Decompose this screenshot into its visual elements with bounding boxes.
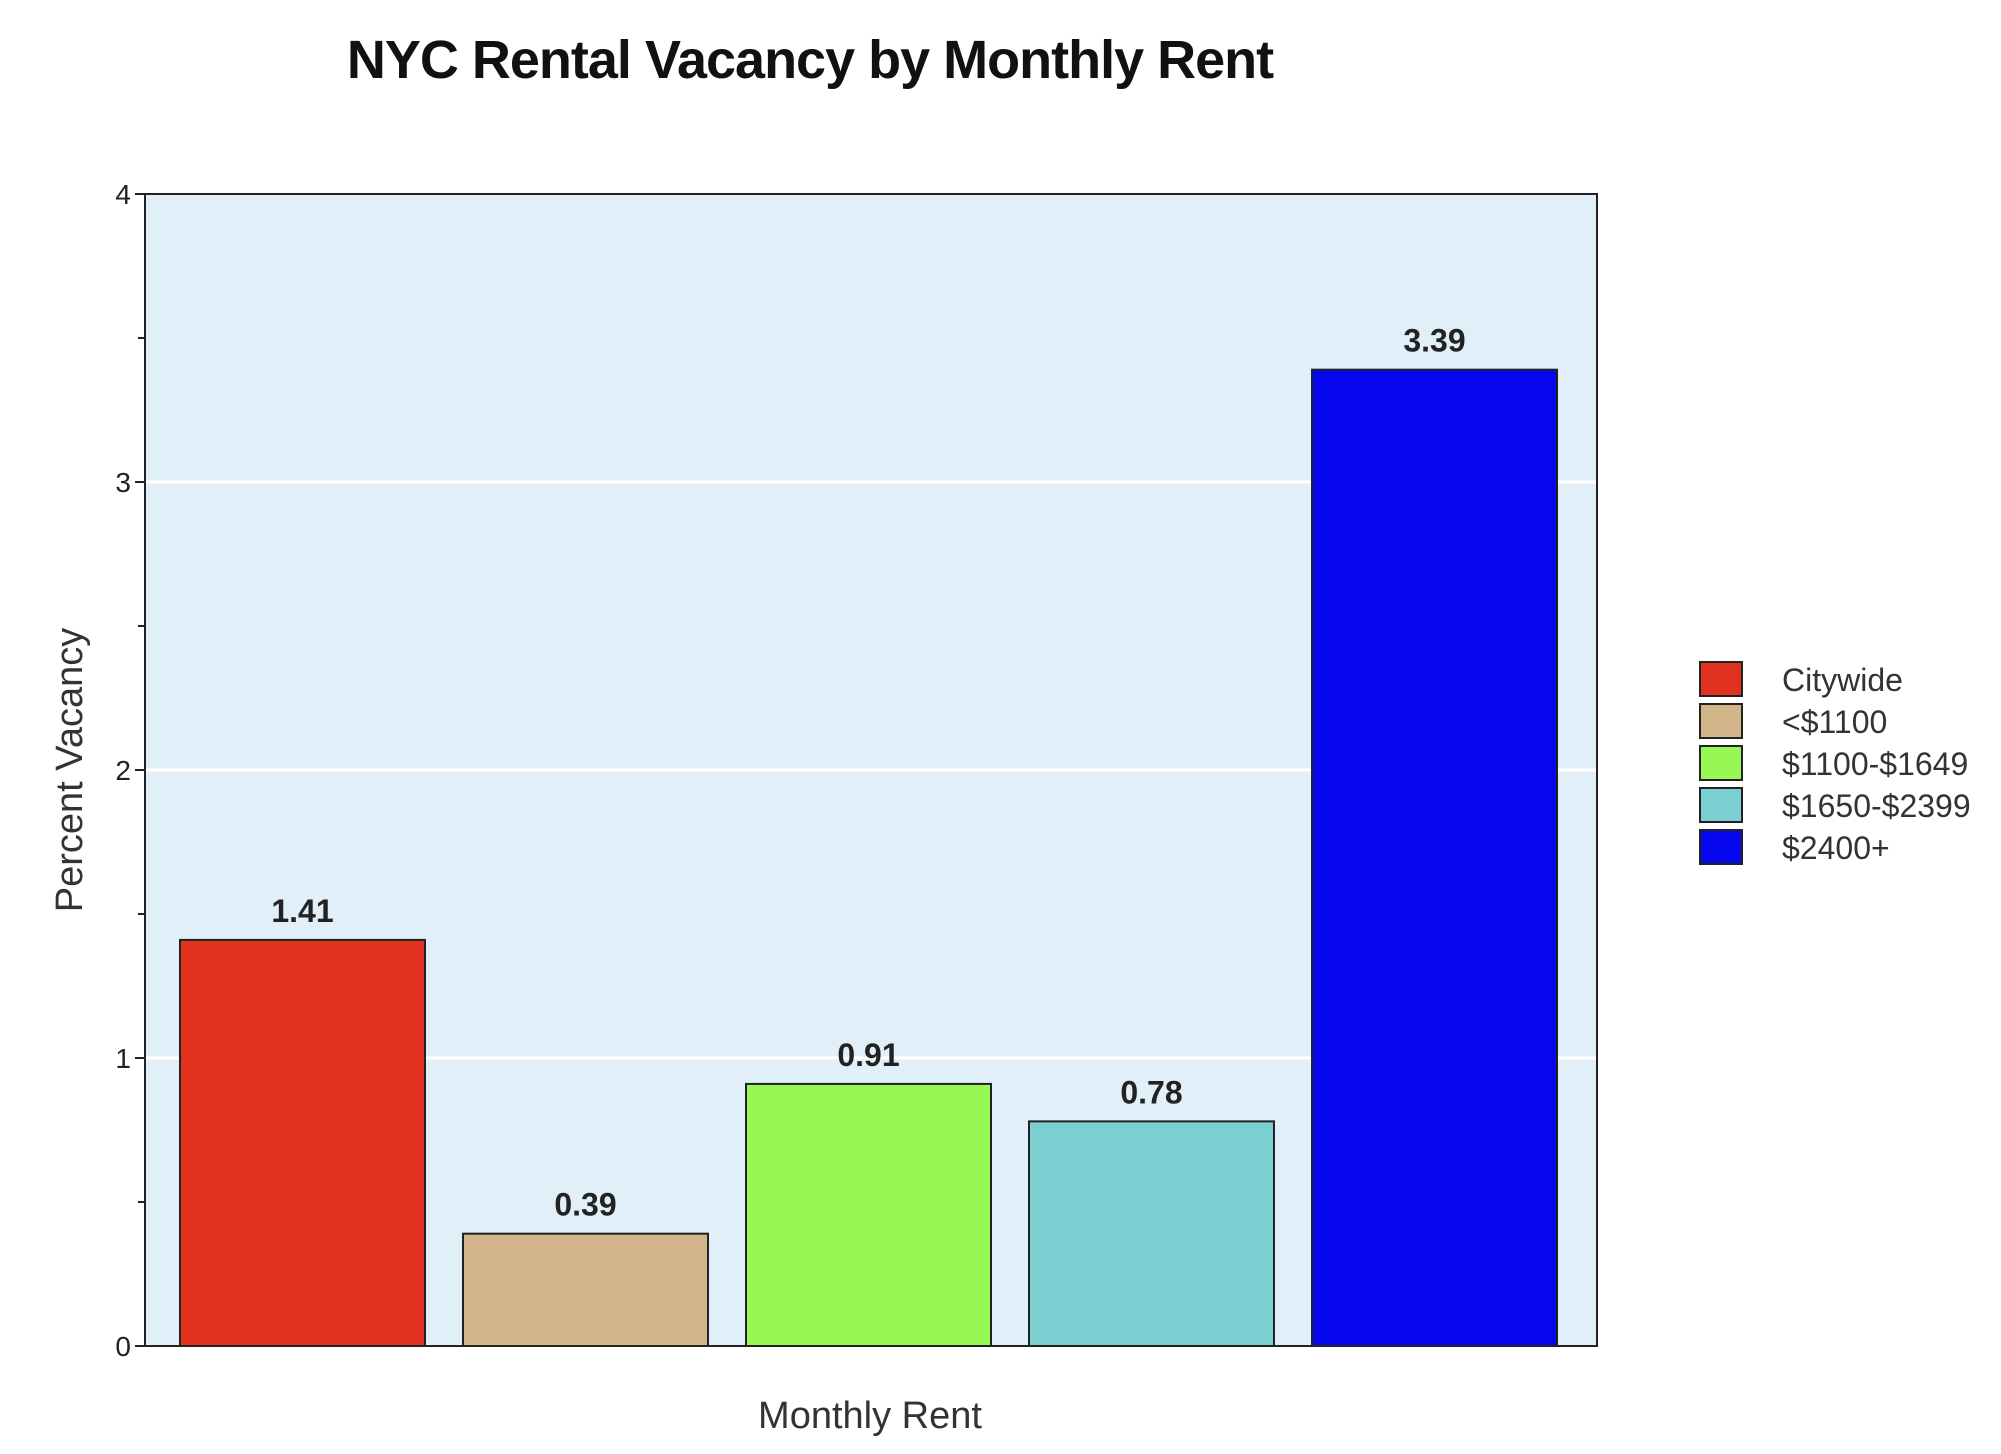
legend-swatch xyxy=(1699,745,1743,781)
legend-swatch xyxy=(1699,829,1743,865)
data-labels: 1.41 0.39 0.91 0.78 3.39 xyxy=(271,323,1465,1223)
data-label: 1.41 xyxy=(271,893,333,929)
y-tick-label: 2 xyxy=(115,755,131,786)
legend-swatch xyxy=(1699,787,1743,823)
legend-label: Citywide xyxy=(1782,662,1903,698)
bar xyxy=(1028,1120,1275,1347)
bar xyxy=(179,938,426,1347)
y-axis-title: Percent Vacancy xyxy=(49,628,91,912)
legend-label: $1100-$1649 xyxy=(1782,746,1968,782)
bars xyxy=(179,368,1558,1348)
data-label: 0.78 xyxy=(1120,1074,1182,1110)
bar xyxy=(462,1232,709,1348)
legend-swatch xyxy=(1699,703,1743,739)
bar xyxy=(745,1082,992,1348)
x-axis-title: Monthly Rent xyxy=(758,1395,982,1437)
legend-label: <$1100 xyxy=(1782,704,1887,740)
legend-label: $2400+ xyxy=(1782,830,1890,866)
bar xyxy=(1311,368,1558,1347)
legend-label: $1650-$2399 xyxy=(1782,788,1971,824)
data-label: 0.39 xyxy=(554,1187,616,1223)
y-axis: 0 1 2 3 4 xyxy=(115,179,146,1362)
legend: Citywide <$1100 $1100-$1649 $1650-$2399 $240… xyxy=(1699,661,1971,866)
y-tick-label: 4 xyxy=(115,179,131,210)
y-tick-label: 3 xyxy=(115,467,131,498)
data-label: 3.39 xyxy=(1403,323,1465,359)
legend-swatch xyxy=(1699,661,1743,697)
y-tick-label: 0 xyxy=(115,1331,131,1362)
chart-title: NYC Rental Vacancy by Monthly Rent xyxy=(347,30,1274,90)
data-label: 0.91 xyxy=(837,1037,899,1073)
y-tick-label: 1 xyxy=(115,1043,131,1074)
